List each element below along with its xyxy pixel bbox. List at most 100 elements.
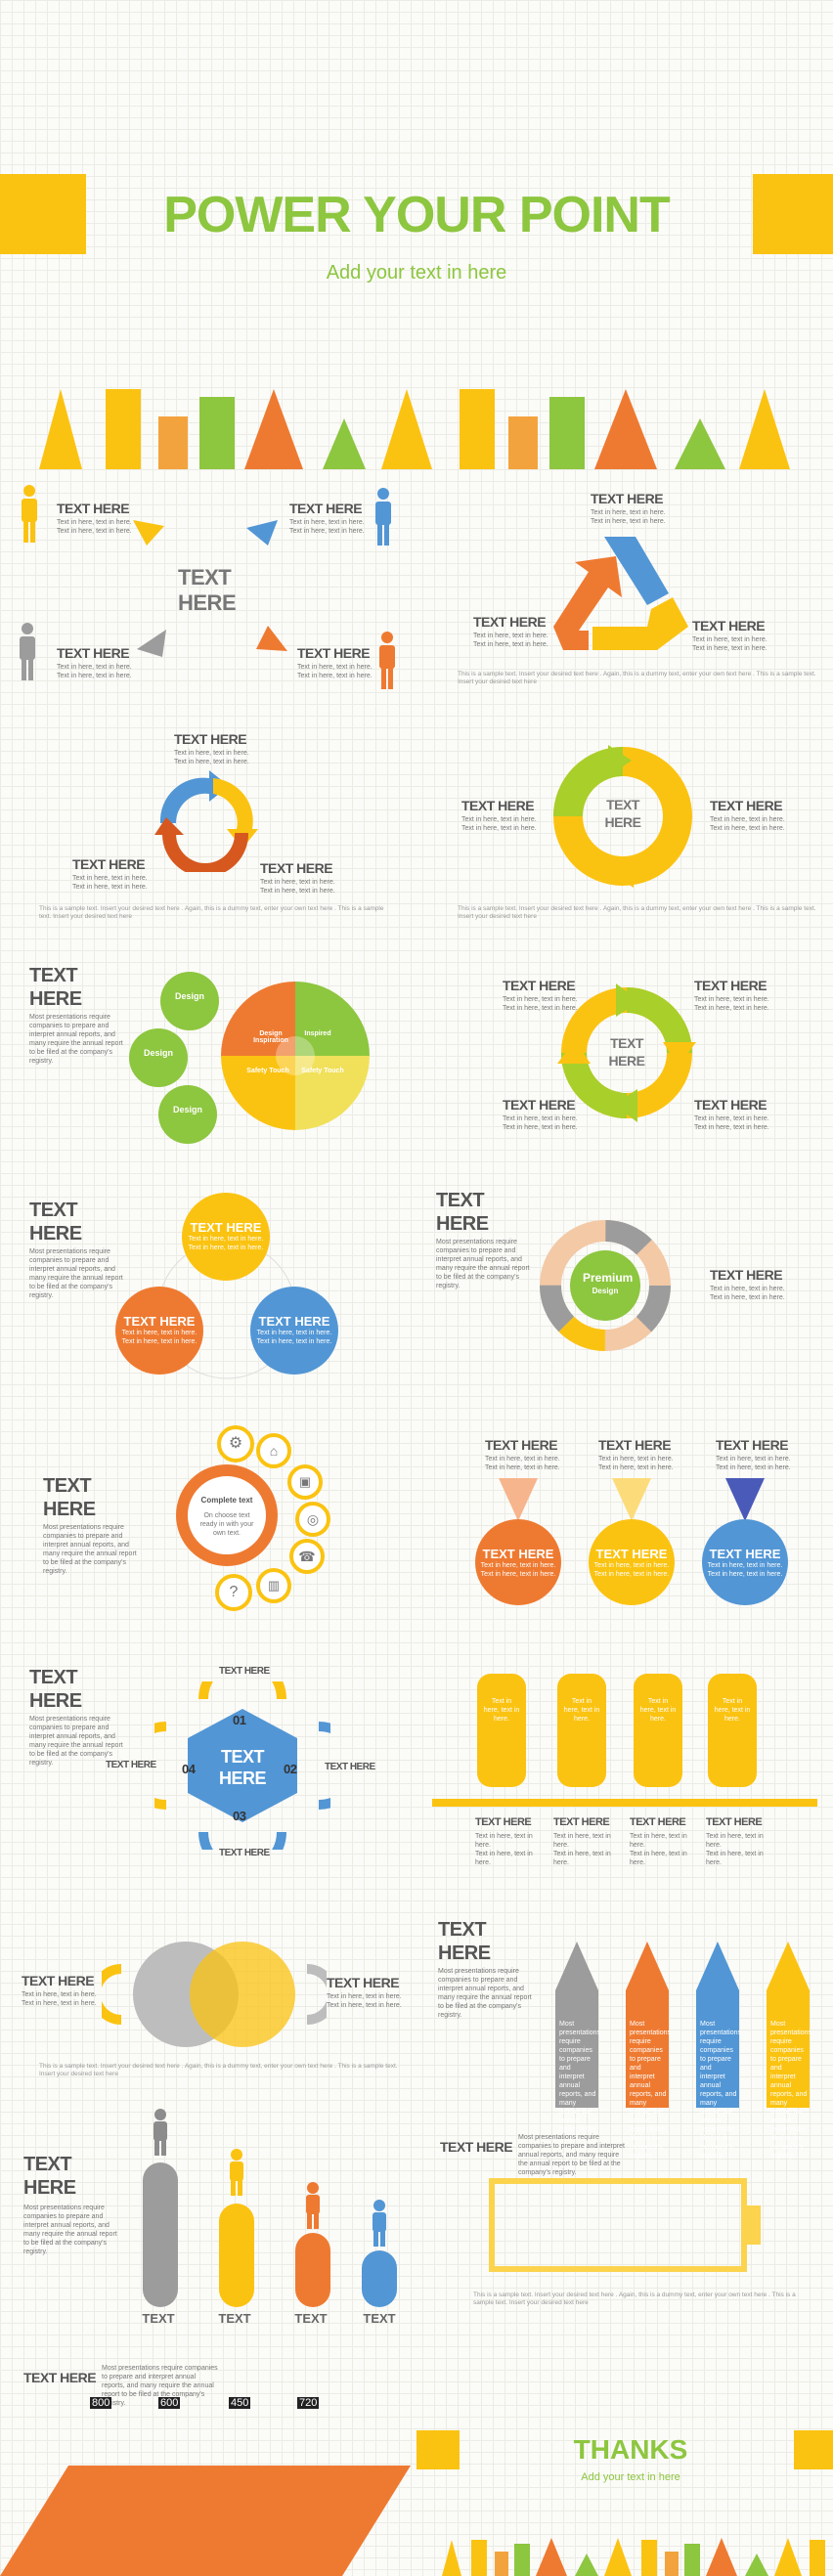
heading-text-here-3: TEXT HERE <box>436 1190 489 1235</box>
phone-icon: ☎ <box>289 1539 325 1574</box>
body-3: Text in here, text in here. Text in here… <box>57 664 132 679</box>
body-9: Text in here, text in here. Text in here… <box>72 875 148 891</box>
page-title: POWER YOUR POINT <box>163 187 671 243</box>
thanks-subtitle: Add your text in here <box>581 2471 680 2483</box>
circle-orange: TEXT HERE Text in here, text in here. Te… <box>115 1287 203 1375</box>
body-7: Text in here, text in here. Text in here… <box>692 636 767 652</box>
text-here-5: TEXT HERE <box>591 491 664 506</box>
body-2: Text in here, text in here. Text in here… <box>289 519 365 535</box>
body-20: Text in here, text in here. Text in here… <box>716 1456 791 1471</box>
spot-circle-orange: TEXT HERE Text in here, text in here. Te… <box>475 1519 561 1605</box>
text-here-16: TEXT HERE <box>694 1097 767 1113</box>
value-label-4: 720 <box>297 2397 320 2409</box>
spot-yellow-title: TEXT HERE <box>595 1547 668 1561</box>
person-icon-gray <box>20 623 35 680</box>
pillar-4-text: Text in here, text in here. <box>714 1698 751 1723</box>
pencil-columns <box>555 1942 810 2108</box>
value-label-2: 600 <box>158 2397 181 2409</box>
pencil-2-text: Most presentations require companies to … <box>630 2021 672 2160</box>
body-17: Text in here, text in here. Text in here… <box>710 1286 785 1301</box>
green-circle-2: Design <box>129 1028 188 1087</box>
pie-label-safety-1: Safety Touch <box>246 1068 289 1074</box>
spotlight-blue <box>725 1478 765 1521</box>
thanks-yellow-block-right <box>794 2430 833 2469</box>
body-8: Text in here, text in here. Text in here… <box>174 750 249 765</box>
cylinder-label-1: TEXT <box>142 2311 175 2326</box>
header-shapes-row <box>39 389 790 469</box>
body-15: Text in here, text in here. Text in here… <box>503 1115 578 1131</box>
home-icon: ⌂ <box>256 1433 291 1468</box>
triangle-icon-orange <box>256 626 287 651</box>
hub-center-body: On choose text ready in with your own te… <box>199 1512 254 1537</box>
note-5: This is a sample text. Insert your desir… <box>473 2292 796 2306</box>
circle-orange-title: TEXT HERE <box>123 1314 196 1329</box>
pillar-label-1: TEXT HERE <box>475 1816 532 1828</box>
body-long-5: Most presentations require companies to … <box>29 1716 123 1767</box>
cylinder-label-3: TEXT <box>294 2311 328 2326</box>
spot-yellow-body: Text in here, text in here. Text in here… <box>593 1562 670 1578</box>
pillar-label-3: TEXT HERE <box>630 1816 686 1828</box>
note-3: This is a sample text. Insert your desir… <box>458 905 816 920</box>
recycle-triangle-icon <box>553 537 688 650</box>
pillar-baseline <box>432 1799 817 1807</box>
heading-text-here-1: TEXT HERE <box>29 965 82 1010</box>
people-cylinders <box>143 2109 397 2307</box>
cylinder-label-4: TEXT <box>363 2311 396 2326</box>
hexagon-center-text: TEXT HERE <box>218 1747 267 1788</box>
pillar-body-1: Text in here, text in here. Text in here… <box>475 1833 533 1866</box>
pillar-label-2: TEXT HERE <box>553 1816 610 1828</box>
spot-blue-body: Text in here, text in here. Text in here… <box>707 1562 783 1578</box>
design-label-3: Design <box>172 1105 202 1114</box>
heading-text-here-5: TEXT HERE <box>29 1667 82 1712</box>
heading-text-here-6: TEXT HERE <box>438 1919 491 1964</box>
premium-donut <box>540 1220 671 1351</box>
text-here-23: TEXT HERE <box>325 1762 375 1772</box>
text-here-4: TEXT HERE <box>297 645 371 661</box>
venn-overlap <box>102 1942 327 2047</box>
circle-blue: TEXT HERE Text in here, text in here. Te… <box>250 1287 338 1375</box>
green-circle-3: Design <box>158 1085 217 1144</box>
four-arrow-cycle <box>557 983 696 1122</box>
quadrant-pie <box>221 982 370 1130</box>
spot-circle-yellow: TEXT HERE Text in here, text in here. Te… <box>589 1519 675 1605</box>
heading-text-here-7: TEXT HERE <box>23 2154 76 2199</box>
body-long-1: Most presentations require companies to … <box>29 1014 123 1065</box>
circle-orange-body: Text in here, text in here. Text in here… <box>121 1330 197 1345</box>
text-here-13: TEXT HERE <box>503 978 576 993</box>
design-label-1: Design <box>174 991 204 1001</box>
circle-yellow-body: Text in here, text in here. Text in here… <box>188 1236 264 1251</box>
cycle-arrows-icon <box>154 770 258 872</box>
body-long-6: Most presentations require companies to … <box>438 1968 532 2019</box>
body-long-2: Most presentations require companies to … <box>29 1248 123 1299</box>
hub-center-title: Complete text <box>200 1496 253 1505</box>
premium-design-label: Design <box>592 1287 619 1295</box>
triangle-icon-yellow <box>133 520 164 546</box>
triangle-icon-gray <box>137 630 166 657</box>
text-here-19: TEXT HERE <box>598 1437 672 1453</box>
body-1: Text in here, text in here. Text in here… <box>57 519 132 535</box>
text-here-18: TEXT HERE <box>485 1437 558 1453</box>
chart-icon: ▥ <box>256 1568 291 1603</box>
body-4: Text in here, text in here. Text in here… <box>297 664 373 679</box>
body-long-3: Most presentations require companies to … <box>436 1239 530 1289</box>
text-here-21: TEXT HERE <box>219 1666 270 1677</box>
text-here-6: TEXT HERE <box>473 614 547 630</box>
body-26: Text in here, text in here. Text in here… <box>327 1993 402 2009</box>
text-here-8: TEXT HERE <box>174 731 247 747</box>
pillar-1: Text in here, text in here. <box>477 1674 526 1787</box>
text-here-15: TEXT HERE <box>503 1097 576 1113</box>
text-here-28: TEXT HERE <box>23 2370 97 2385</box>
gear-icon: ⚙ <box>217 1425 254 1463</box>
text-here-20: TEXT HERE <box>716 1437 789 1453</box>
header-yellow-block-left <box>0 174 86 254</box>
petal-number-01: 01 <box>233 1713 246 1727</box>
text-here-9: TEXT HERE <box>72 856 146 872</box>
cylinder-label-2: TEXT <box>218 2311 251 2326</box>
pillar-body-3: Text in here, text in here. Text in here… <box>630 1833 687 1866</box>
body-12: Text in here, text in here. Text in here… <box>710 816 785 832</box>
body-long-7: Most presentations require companies to … <box>23 2205 117 2255</box>
pencil-4-text: Most presentations require companies to … <box>770 2021 812 2160</box>
text-here-22: TEXT HERE <box>106 1760 156 1770</box>
text-here-14: TEXT HERE <box>694 978 767 993</box>
